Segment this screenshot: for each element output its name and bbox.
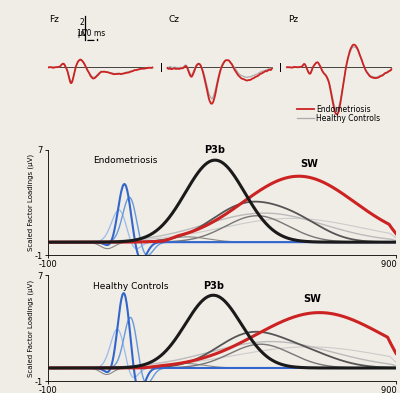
Text: Pz: Pz (288, 15, 298, 24)
Text: Endometriosis: Endometriosis (316, 105, 370, 114)
Text: Healthy Controls: Healthy Controls (93, 282, 169, 291)
Text: Cz: Cz (169, 15, 180, 24)
Text: Fz: Fz (49, 15, 59, 24)
Text: 2
μV: 2 μV (77, 18, 87, 38)
Text: P3b: P3b (203, 281, 224, 291)
Text: SW: SW (300, 160, 318, 169)
Y-axis label: Scaled Factor Loadings (μV): Scaled Factor Loadings (μV) (27, 280, 34, 377)
Text: 100 ms: 100 ms (77, 29, 105, 38)
Text: P3b: P3b (204, 145, 226, 155)
Text: Healthy Controls: Healthy Controls (316, 114, 380, 123)
Text: Endometriosis: Endometriosis (93, 156, 158, 165)
Y-axis label: Scaled Factor Loadings (μV): Scaled Factor Loadings (μV) (27, 154, 34, 251)
Text: SW: SW (304, 294, 322, 305)
